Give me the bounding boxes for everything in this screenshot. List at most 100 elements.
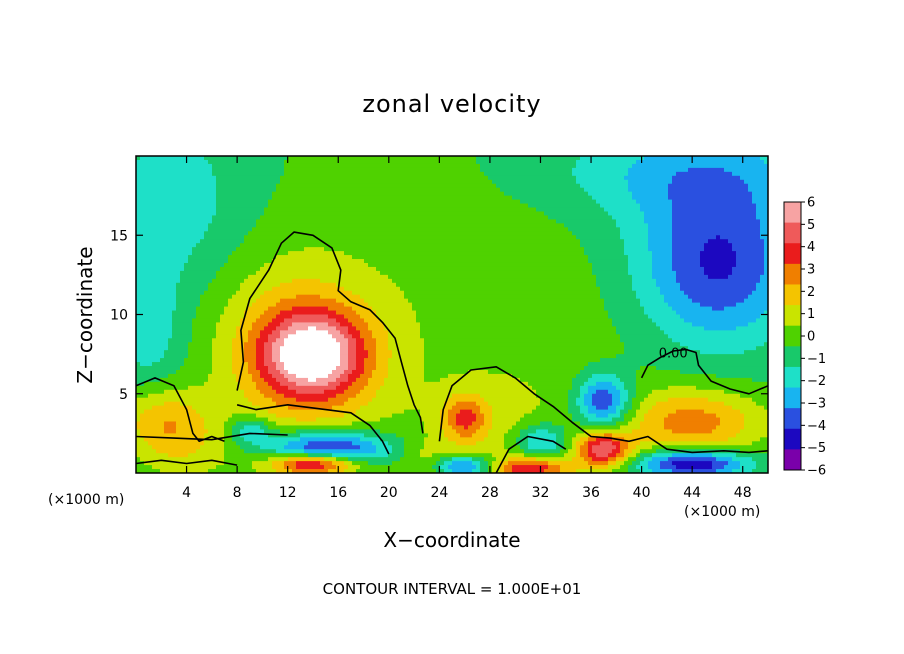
heatmap-cell (228, 294, 233, 300)
heatmap-cell (256, 385, 261, 391)
heatmap-cell (256, 163, 261, 169)
heatmap-cell (140, 191, 145, 197)
heatmap-cell (144, 449, 149, 454)
heatmap-cell (380, 306, 385, 312)
heatmap-cell (180, 274, 185, 280)
heatmap-cell (260, 298, 265, 304)
heatmap-cell (308, 298, 313, 304)
heatmap-cell (172, 156, 177, 161)
heatmap-cell (256, 294, 261, 300)
heatmap-cell (192, 167, 197, 173)
heatmap-cell (260, 163, 265, 169)
heatmap-cell (176, 199, 181, 205)
heatmap-cell (364, 397, 369, 403)
heatmap-cell (156, 381, 161, 387)
heatmap-cell (292, 231, 297, 236)
heatmap-cell (200, 259, 205, 264)
heatmap-cell (284, 330, 289, 335)
heatmap-cell (164, 417, 169, 423)
heatmap-cell (348, 433, 353, 438)
heatmap-cell (192, 306, 197, 312)
heatmap-cell (304, 298, 309, 304)
heatmap-cell (300, 302, 305, 308)
heatmap-cell (300, 417, 305, 423)
heatmap-cell (332, 203, 337, 209)
heatmap-cell (188, 235, 193, 240)
heatmap-cell (276, 294, 281, 300)
heatmap-cell (240, 251, 245, 256)
heatmap-cell (168, 251, 173, 256)
heatmap-cell (372, 318, 377, 324)
heatmap-cell (172, 259, 177, 264)
heatmap-cell (284, 163, 289, 169)
heatmap-cell (168, 235, 173, 240)
heatmap-cell (244, 219, 249, 224)
heatmap-cell (268, 318, 273, 324)
heatmap-cell (272, 215, 277, 220)
heatmap-cell (144, 346, 149, 351)
heatmap-cell (312, 358, 317, 363)
heatmap-cell (252, 421, 257, 427)
heatmap-cell (140, 286, 145, 292)
heatmap-cell (168, 298, 173, 304)
heatmap-cell (240, 413, 245, 419)
heatmap-cell (188, 465, 193, 470)
heatmap-cell (344, 338, 349, 343)
heatmap-cell (312, 461, 317, 466)
heatmap-cell (216, 377, 221, 383)
heatmap-cell (268, 219, 273, 224)
heatmap-cell (192, 266, 197, 272)
heatmap-cell (188, 167, 193, 173)
heatmap-cell (276, 179, 281, 185)
heatmap-cell (364, 171, 369, 177)
heatmap-cell (308, 354, 313, 359)
heatmap-cell (144, 469, 149, 473)
heatmap-cell (164, 187, 169, 193)
heatmap-cell (380, 266, 385, 272)
heatmap-cell (296, 207, 301, 213)
heatmap-cell (164, 243, 169, 248)
heatmap-cell (292, 215, 297, 220)
heatmap-cell (372, 306, 377, 312)
heatmap-cell (216, 159, 221, 165)
heatmap-cell (164, 310, 169, 316)
heatmap-cell (156, 373, 161, 379)
heatmap-cell (228, 195, 233, 201)
heatmap-cell (288, 183, 293, 189)
heatmap-cell (360, 187, 365, 193)
heatmap-cell (276, 354, 281, 359)
heatmap-cell (324, 437, 329, 442)
heatmap-cell (268, 211, 273, 217)
heatmap-cell (296, 330, 301, 335)
heatmap-cell (180, 369, 185, 375)
heatmap-cell (240, 207, 245, 213)
heatmap-cell (268, 251, 273, 256)
heatmap-cell (208, 397, 213, 403)
heatmap-cell (304, 203, 309, 209)
heatmap-cell (356, 409, 361, 415)
heatmap-cell (368, 409, 373, 415)
heatmap-cell (216, 362, 221, 367)
heatmap-cell (348, 405, 353, 411)
heatmap-cell (344, 207, 349, 213)
heatmap-cell (284, 413, 289, 419)
heatmap-cell (272, 465, 277, 470)
heatmap-cell (236, 183, 241, 189)
heatmap-cell (380, 187, 385, 193)
heatmap-cell (364, 437, 369, 442)
heatmap-cell (176, 366, 181, 371)
heatmap-cell (260, 223, 265, 228)
heatmap-cell (156, 314, 161, 320)
heatmap-cell (236, 461, 241, 466)
heatmap-cell (256, 235, 261, 240)
heatmap-cell (288, 156, 293, 161)
heatmap-cell (380, 179, 385, 185)
heatmap-cell (144, 286, 149, 292)
heatmap-cell (236, 358, 241, 363)
heatmap-cell (248, 223, 253, 228)
heatmap-cell (364, 413, 369, 419)
heatmap-cell (356, 314, 361, 320)
heatmap-cell (172, 461, 177, 466)
heatmap-cell (356, 346, 361, 351)
heatmap-cell (208, 346, 213, 351)
